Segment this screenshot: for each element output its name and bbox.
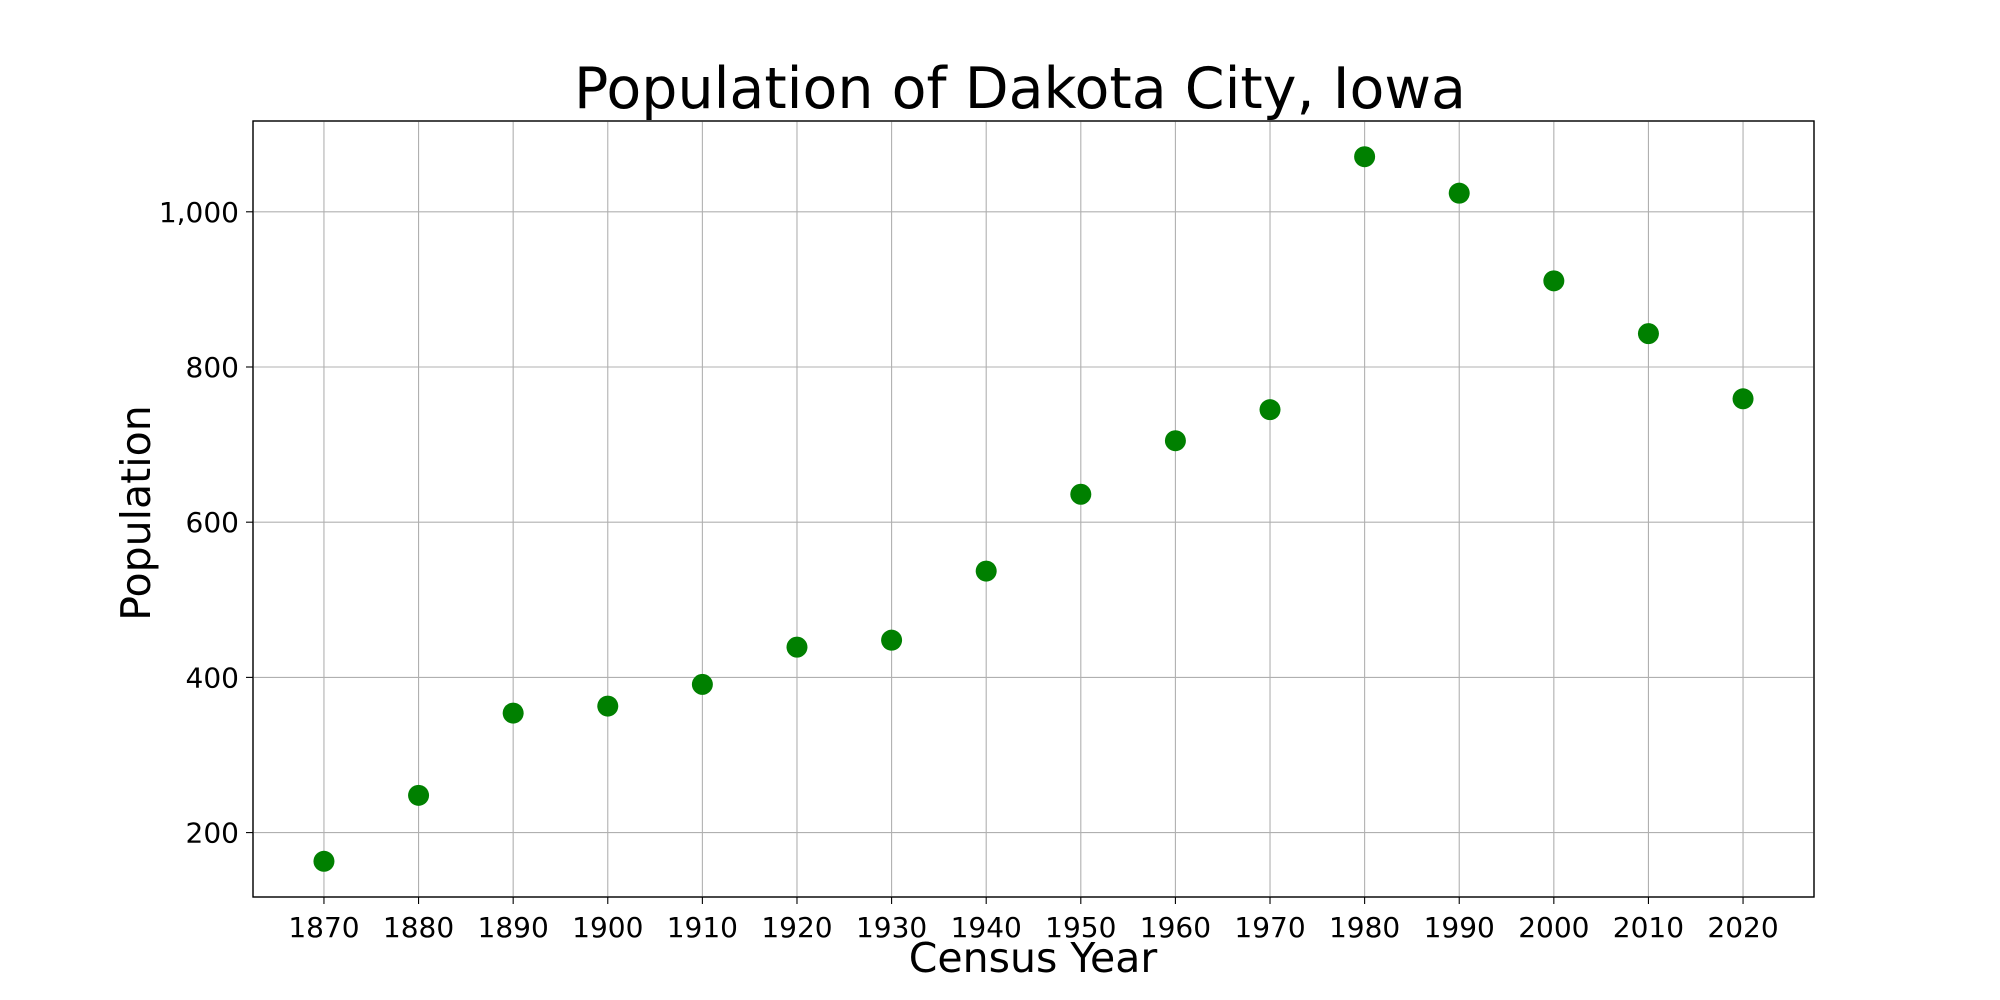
data-point: [408, 784, 430, 806]
chart-title: Population of Dakota City, Iowa: [574, 56, 1466, 122]
x-tick-label: 1930: [856, 911, 927, 944]
x-tick-label: 1980: [1329, 911, 1400, 944]
data-point: [1732, 388, 1754, 410]
x-gridlines: [323, 121, 1744, 897]
data-point: [881, 629, 903, 651]
data-point: [1637, 323, 1659, 345]
data-point: [597, 695, 619, 717]
x-tick-label: 1890: [478, 911, 549, 944]
data-points: [313, 146, 1754, 872]
data-point: [786, 636, 808, 658]
data-point: [1164, 430, 1186, 452]
x-axis-ticks: 1870 1880 1890 1900 1910 1920 1930 1940 1950 1960…: [288, 897, 1779, 944]
data-point: [1543, 270, 1565, 292]
data-point: [691, 673, 713, 695]
y-gridlines: [253, 211, 1814, 834]
x-tick-label: 1970: [1234, 911, 1305, 944]
x-tick-label: 2020: [1707, 911, 1778, 944]
plot-border: [252, 120, 1815, 898]
plot-area: [252, 120, 1815, 898]
x-tick-label: 1920: [761, 911, 832, 944]
data-point: [1070, 483, 1092, 505]
x-tick-label: 1910: [667, 911, 738, 944]
x-tick-label: 1870: [288, 911, 359, 944]
y-axis-title: Population: [112, 405, 160, 620]
y-tick-label: 1,000: [159, 196, 239, 229]
y-tick-label: 800: [186, 351, 239, 384]
data-point: [1354, 146, 1376, 168]
x-tick-label: 1880: [383, 911, 454, 944]
y-tick-label: 600: [186, 506, 239, 539]
x-tick-label: 1940: [951, 911, 1022, 944]
x-tick-label: 1990: [1424, 911, 1495, 944]
data-point: [1448, 182, 1470, 204]
data-point: [502, 702, 524, 724]
y-axis-ticks: 200 400 600 800 1,000: [159, 196, 253, 850]
y-tick-label: 400: [186, 661, 239, 694]
data-point: [975, 560, 997, 582]
x-axis-title: Census Year: [909, 934, 1158, 982]
data-point: [313, 850, 335, 872]
x-tick-label: 1950: [1045, 911, 1116, 944]
x-tick-label: 2000: [1518, 911, 1589, 944]
y-tick-label: 200: [186, 817, 239, 850]
x-tick-label: 1900: [572, 911, 643, 944]
data-point: [1259, 399, 1281, 421]
x-tick-label: 1960: [1140, 911, 1211, 944]
x-tick-label: 2010: [1613, 911, 1684, 944]
